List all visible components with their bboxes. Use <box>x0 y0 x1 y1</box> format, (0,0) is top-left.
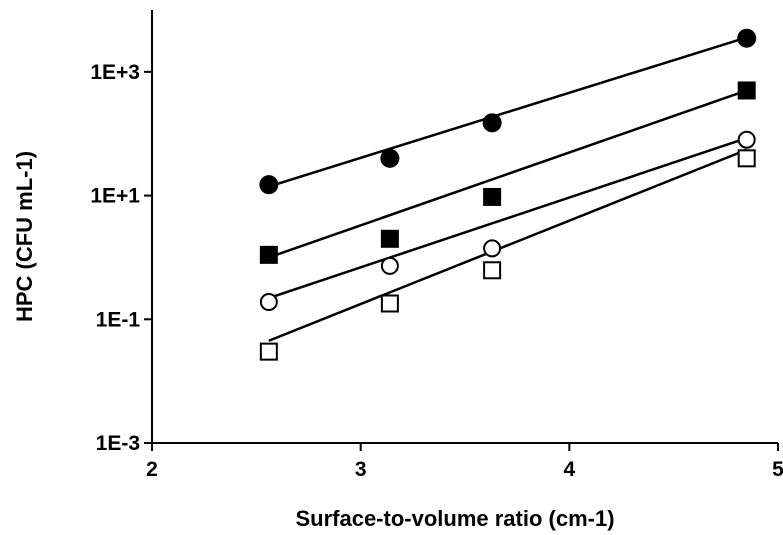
plot-area: 1E-3 1E-1 1E+1 1E+3 2 3 4 5 <box>90 10 783 481</box>
data-point-s4-3 <box>483 261 502 280</box>
data-point-s1-1 <box>259 175 279 195</box>
data-point-s3-1 <box>259 293 278 312</box>
data-point-s3-3 <box>483 239 502 258</box>
x-ticks: 2 3 4 5 <box>146 443 783 481</box>
y-axis-title: HPC (CFU mL-1) <box>12 151 37 322</box>
y-tick-label: 1E-1 <box>96 308 141 331</box>
fit-lines <box>268 36 748 342</box>
data-point-s2-1 <box>259 245 278 264</box>
fit-line-1 <box>268 36 748 188</box>
data-point-s4-1 <box>259 342 278 361</box>
x-tick-label: 3 <box>355 458 367 481</box>
data-point-s3-2 <box>380 256 399 275</box>
data-point-s4-2 <box>380 294 399 313</box>
fit-line-3 <box>268 136 748 300</box>
x-axis-title: Surface-to-volume ratio (cm-1) <box>295 506 614 531</box>
y-tick-label: 1E+3 <box>90 61 140 84</box>
data-point-s2-2 <box>380 229 399 248</box>
fit-line-2 <box>268 89 748 259</box>
data-point-s1-4 <box>737 28 757 48</box>
x-tick-label: 4 <box>563 458 575 481</box>
data-point-s1-2 <box>380 148 400 168</box>
data-point-s3-4 <box>737 130 756 149</box>
x-tick-label: 2 <box>146 458 158 481</box>
data-point-s1-3 <box>482 113 502 133</box>
fit-line-4 <box>268 148 748 342</box>
data-point-s2-3 <box>483 187 502 206</box>
x-tick-label: 5 <box>772 458 783 481</box>
y-tick-label: 1E-3 <box>96 432 140 455</box>
data-point-s2-4 <box>737 81 756 100</box>
data-markers <box>259 28 757 361</box>
y-tick-label: 1E+1 <box>90 185 140 208</box>
y-ticks: 1E-3 1E-1 1E+1 1E+3 <box>90 61 152 455</box>
data-point-s4-4 <box>737 149 756 168</box>
